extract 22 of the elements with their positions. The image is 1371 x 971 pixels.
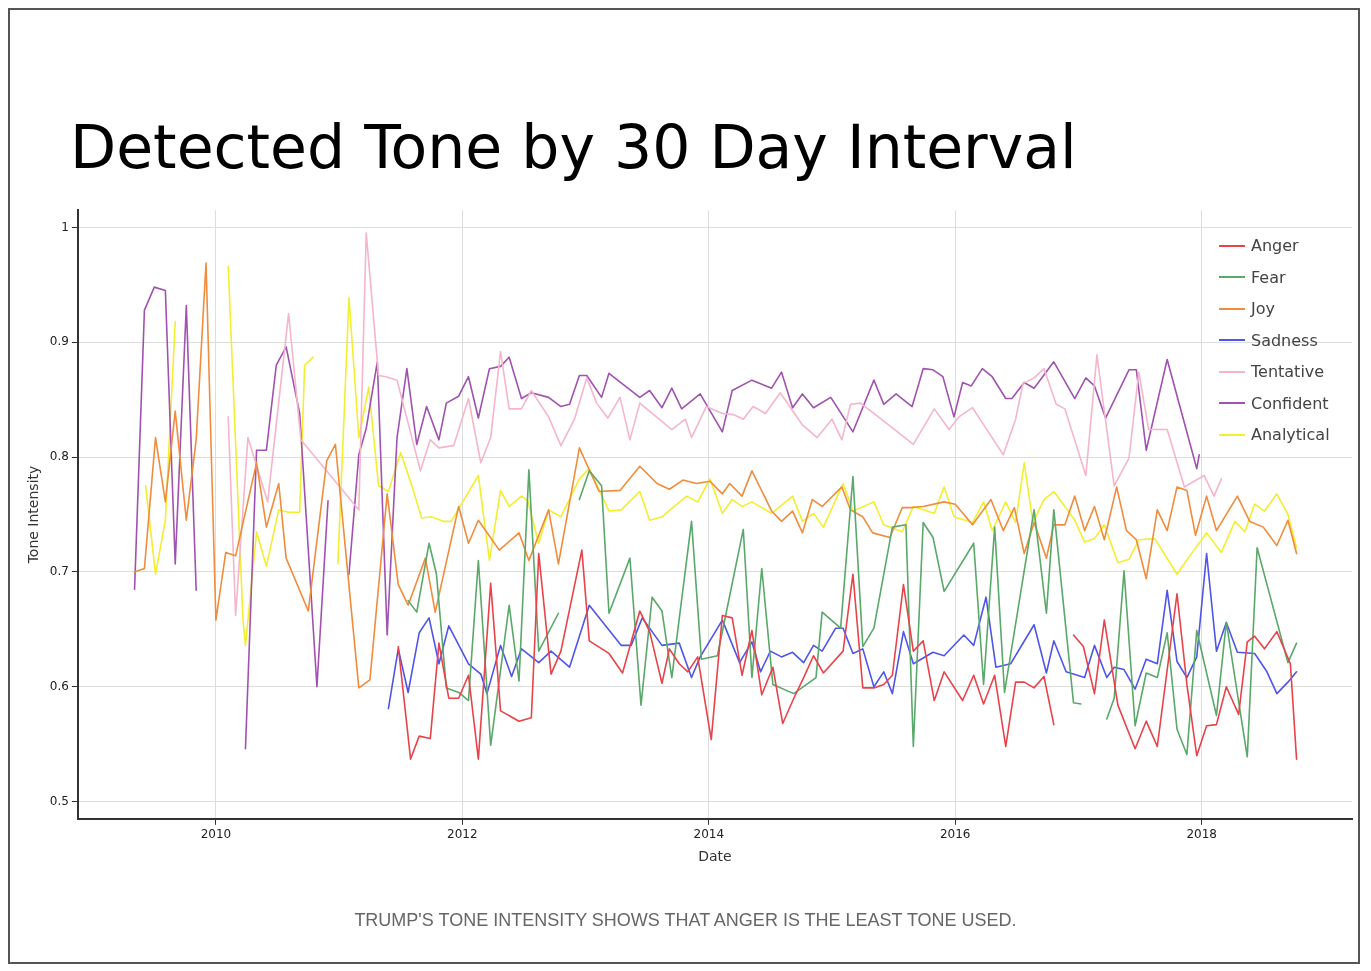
y-tick-label: 0.8 — [49, 449, 69, 464]
y-axis-title: Tone Intensity — [25, 465, 42, 565]
y-tick-label: 0.9 — [49, 334, 69, 349]
x-axis-title: Date — [698, 848, 732, 865]
y-tick-label: 0.5 — [49, 793, 69, 808]
legend-label: Fear — [1251, 267, 1286, 287]
legend-label: Analytical — [1251, 425, 1330, 445]
x-tick-label: 2016 — [939, 827, 971, 842]
legend-label: Sadness — [1251, 330, 1318, 350]
x-tick-label: 2018 — [1186, 827, 1217, 842]
y-tick-label: 0.6 — [49, 678, 69, 693]
text: TRUMP'S TONE INTENSITY SHOWS THAT ANGER IS THE LEAST TONE USED. — [353, 910, 1018, 931]
x-tick-label: 2012 — [447, 827, 478, 842]
x-tick-label: 2014 — [693, 827, 725, 842]
y-tick-label: 0.7 — [49, 564, 69, 579]
y-tick-label: 1 — [61, 219, 69, 234]
legend-label: Joy — [1251, 299, 1275, 319]
chart-title: Detected Tone by 30 Day Interval — [70, 112, 1077, 182]
legend-label: Anger — [1251, 236, 1299, 256]
legend-label: Confident — [1251, 393, 1329, 413]
x-tick-label: 2010 — [200, 827, 232, 842]
legend-label: Tentative — [1251, 362, 1325, 382]
